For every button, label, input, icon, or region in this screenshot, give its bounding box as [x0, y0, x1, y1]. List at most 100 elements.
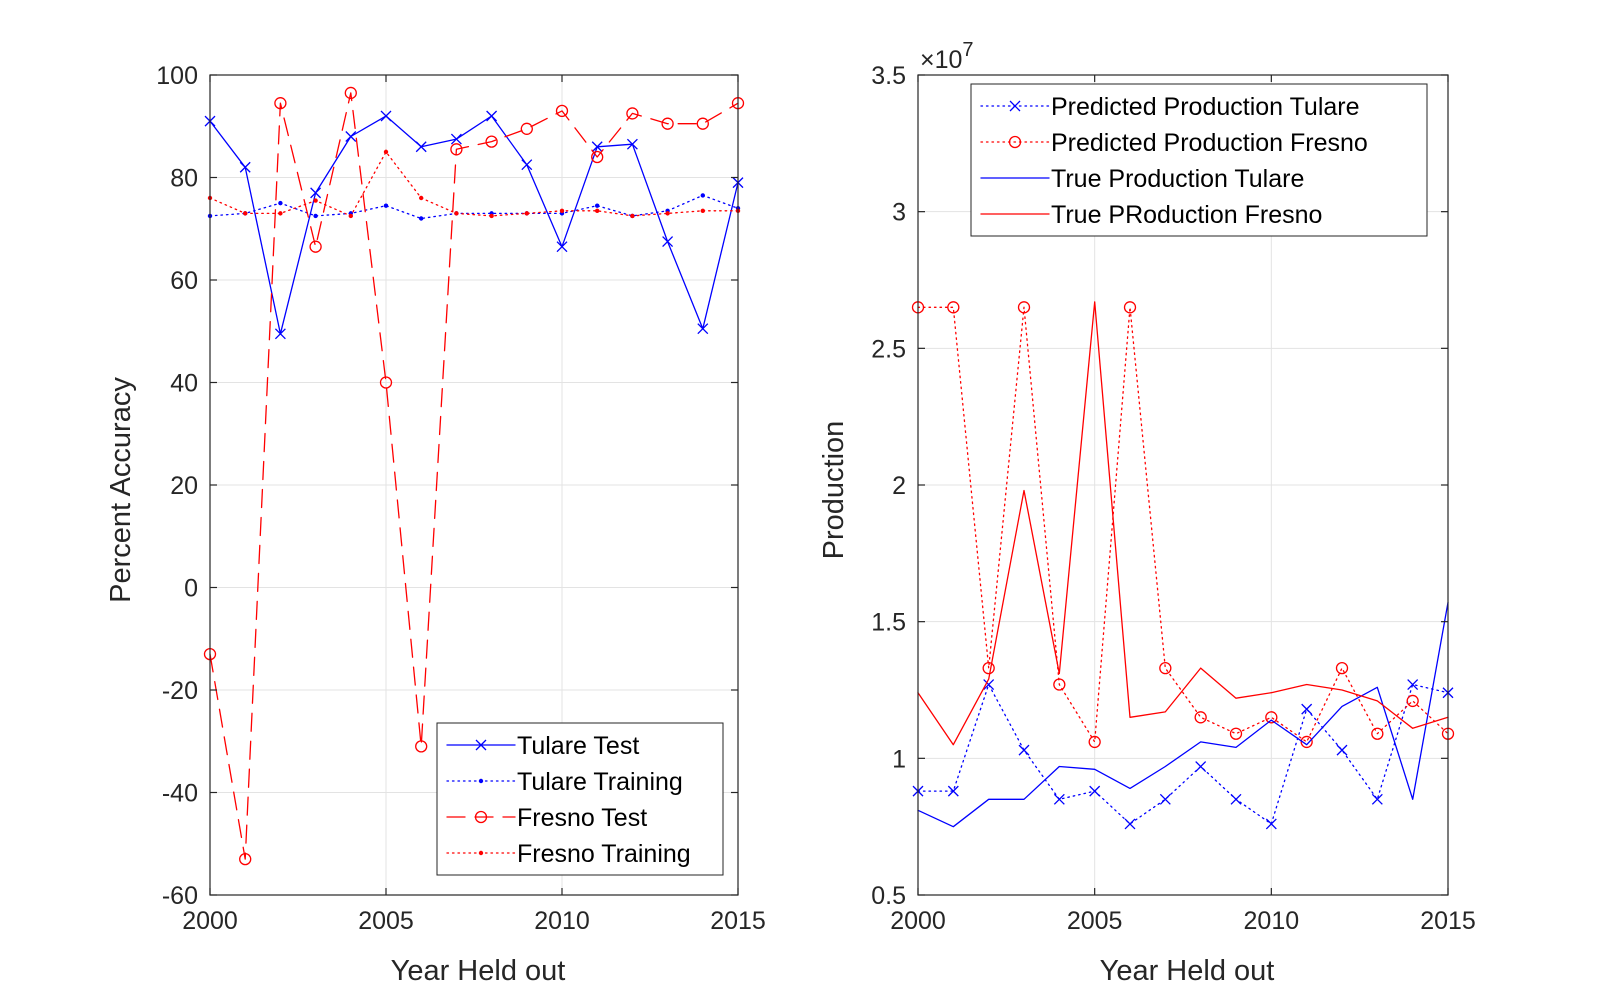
data-point [1265, 818, 1277, 830]
data-point [278, 211, 283, 216]
y-tick-label: -40 [162, 780, 198, 808]
data-point [310, 187, 322, 199]
x-tick-label: 2005 [358, 907, 414, 935]
y-tick-label: 2.5 [871, 335, 906, 363]
y-tick-label: 0.5 [871, 882, 906, 910]
y-tick-label: -60 [162, 882, 198, 910]
data-point [1088, 735, 1101, 749]
data-point [595, 203, 600, 208]
data-point [1159, 661, 1172, 675]
y-tick-label: 100 [156, 62, 198, 90]
y-tick-label: 20 [170, 472, 198, 500]
y-tick-label: 2 [892, 472, 906, 500]
data-point [1300, 735, 1313, 749]
data-point [521, 159, 533, 171]
data-point [419, 216, 424, 221]
y-tick-label: 0 [184, 575, 198, 603]
legend-marker [1008, 135, 1022, 149]
y-axis-label: Production [818, 421, 850, 560]
y-tick-label: 1.5 [871, 609, 906, 637]
legend-label: True PRoduction Fresno [1051, 201, 1322, 229]
data-point [345, 131, 357, 142]
x-tick-label: 2010 [1244, 907, 1300, 935]
data-point [947, 301, 960, 314]
data-point [1335, 661, 1349, 675]
data-point [278, 200, 283, 206]
y-axis-multiplier: ×107 [920, 39, 974, 74]
data-point [555, 104, 569, 118]
data-point [274, 328, 286, 340]
y-tick-label: 3 [892, 199, 906, 227]
data-point [313, 213, 318, 219]
series-0 [912, 679, 1454, 830]
y-tick-label: 60 [170, 267, 198, 295]
data-point [348, 213, 353, 219]
y-tick-label: 1 [892, 745, 906, 773]
data-point [696, 117, 709, 130]
data-point [313, 198, 318, 203]
legend-marker [474, 810, 488, 824]
data-point [383, 149, 389, 155]
data-point [1371, 793, 1383, 805]
data-point [697, 323, 709, 335]
data-point [454, 211, 459, 216]
legend-marker [478, 778, 484, 784]
x-axis-label: Year Held out [391, 955, 566, 987]
data-point [344, 86, 357, 100]
data-point [665, 211, 670, 216]
data-point [383, 203, 389, 208]
data-point [520, 122, 533, 135]
data-point [626, 138, 638, 150]
data-point [1017, 301, 1031, 314]
legend-label: Tulare Test [517, 732, 639, 760]
series-line [917, 306, 1449, 743]
data-point [380, 110, 392, 122]
data-point [309, 240, 322, 253]
accuracy-chart: Percent Accuracy Year Held out 2000 2005 2… [105, 62, 766, 987]
data-point [239, 852, 252, 866]
y-tick-label: 40 [170, 370, 198, 398]
data-point [1406, 694, 1419, 708]
legend-box [970, 83, 1428, 237]
x-tick-label: 2015 [710, 907, 766, 935]
series-line [209, 194, 739, 220]
data-point [485, 135, 498, 148]
production-chart: Production Year Held out ×107 2000 2005 20… [818, 39, 1476, 987]
legend-label: Fresno Training [517, 840, 691, 868]
data-point [450, 143, 463, 156]
data-point [1336, 744, 1348, 756]
data-point [983, 679, 995, 690]
series-3 [917, 301, 1449, 746]
data-point [630, 213, 635, 219]
data-point [595, 208, 600, 214]
data-point [662, 236, 674, 248]
legend-label: Predicted Production Tulare [1051, 93, 1360, 121]
data-point [489, 213, 494, 219]
data-point [1195, 761, 1207, 772]
multiplier-base: ×10 [920, 46, 962, 74]
data-point [1407, 679, 1419, 690]
legend-marker [475, 739, 487, 751]
data-point [1194, 711, 1207, 724]
x-axis-label: Year Held out [1100, 955, 1275, 987]
data-point [486, 110, 498, 122]
series-line [917, 601, 1449, 828]
data-point [1159, 793, 1171, 805]
x-tick-label: 2000 [890, 907, 946, 935]
data-point [1301, 703, 1313, 715]
legend-marker [478, 850, 484, 856]
data-point [591, 141, 603, 153]
series-line [209, 92, 739, 860]
legend: Predicted Production Tulare Predicted Pro… [970, 83, 1428, 237]
series-0 [204, 110, 744, 340]
data-point [700, 208, 705, 214]
series-line [209, 151, 739, 217]
x-tick-label: 2015 [1420, 907, 1476, 935]
data-point [1124, 818, 1136, 830]
y-tick-label: 80 [170, 165, 198, 193]
data-point [379, 376, 393, 389]
series-line [917, 683, 1449, 825]
data-point [1018, 744, 1030, 756]
data-point [1230, 793, 1242, 805]
data-point [450, 133, 462, 145]
